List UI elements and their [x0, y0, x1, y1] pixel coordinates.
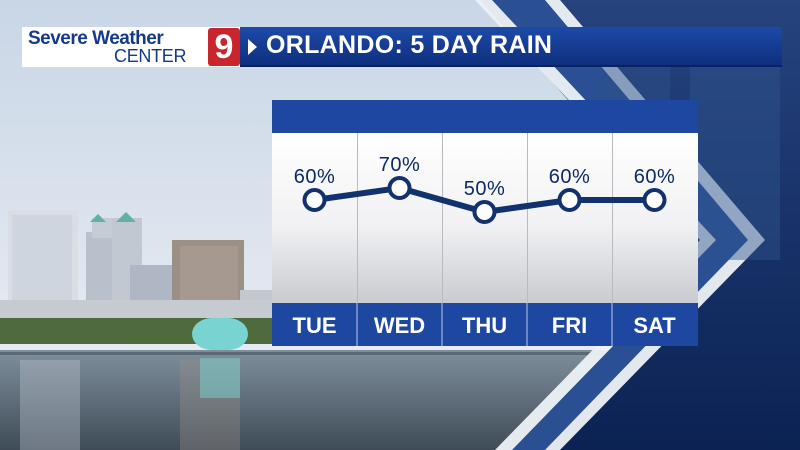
day-label-thu: THU [462, 313, 507, 338]
column-divider [527, 133, 528, 303]
rain-line-chart: 60% TUE 70% WED 50% THU 60% FRI 60% SAT [293, 154, 677, 338]
panel-header-strip [272, 100, 698, 133]
column-divider [442, 133, 443, 303]
logo-line1: Severe Weather [28, 28, 164, 49]
day-label-fri: FRI [552, 313, 587, 338]
data-point-tue [302, 188, 327, 212]
day-label-wed: WED [374, 313, 425, 338]
page-title: ORLANDO: 5 DAY RAIN [266, 31, 553, 59]
day-label-tue: TUE [293, 313, 337, 338]
day-divider [611, 303, 613, 346]
day-label-sat: SAT [633, 313, 676, 338]
value-label-wed: 70% [379, 154, 421, 176]
data-point-sat [642, 188, 667, 212]
column-divider [357, 133, 358, 303]
value-label-thu: 50% [464, 178, 506, 200]
data-point-fri [557, 188, 582, 212]
value-label-tue: 60% [294, 166, 336, 188]
rain-chart-panel: 60% TUE 70% WED 50% THU 60% FRI 60% SAT [272, 100, 698, 346]
header-bar: Severe Weather CENTER 9 ORLANDO: 5 DAY R… [22, 27, 782, 67]
logo-line2: CENTER [114, 46, 187, 66]
play-arrow-icon [248, 39, 257, 55]
value-label-sat: 60% [634, 166, 676, 188]
station-logo: Severe Weather CENTER 9 [22, 27, 240, 67]
column-divider [612, 133, 613, 303]
day-divider [441, 303, 443, 346]
day-labels-strip [272, 303, 698, 346]
day-divider [356, 303, 358, 346]
logo-channel-number: 9 [208, 28, 240, 66]
day-divider [526, 303, 528, 346]
value-label-fri: 60% [549, 166, 591, 188]
data-point-wed [387, 176, 412, 200]
data-point-thu [472, 200, 497, 224]
